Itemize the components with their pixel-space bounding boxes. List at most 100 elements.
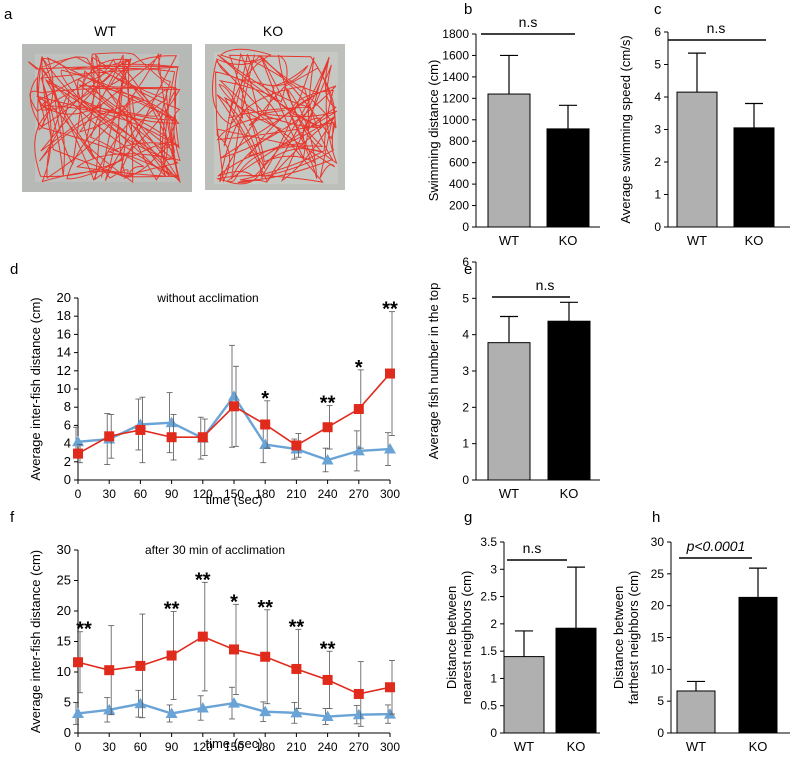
y-tick-label: 14	[57, 345, 71, 360]
y-tick-label: 2.5	[480, 590, 497, 604]
y-tick-label: 1800	[442, 27, 469, 41]
x-tick-label: 270	[349, 487, 369, 501]
point-ko	[353, 688, 364, 699]
y-tick-label: 4	[462, 328, 469, 342]
x-tick-label: 0	[75, 740, 82, 754]
bar-ko	[733, 127, 775, 228]
x-tick-label: WT	[686, 739, 706, 754]
y-tick-label: 20	[651, 599, 665, 613]
x-tick-label: 270	[349, 740, 369, 754]
panel-letter-a: a	[4, 6, 13, 23]
x-tick-label: 240	[318, 487, 338, 501]
y-tick-label: 0.5	[480, 699, 497, 713]
x-tick-label: 180	[255, 740, 275, 754]
point-ko	[197, 631, 208, 642]
y-tick-label: 3	[462, 364, 469, 378]
point-wt	[290, 706, 303, 718]
x-tick-label: 210	[286, 487, 306, 501]
bar-wt	[487, 342, 531, 481]
panel-letter-c: c	[654, 1, 662, 18]
y-axis-label: Average inter-fish distance (cm)	[28, 550, 43, 733]
point-ko	[322, 422, 333, 433]
y-axis-label: Swimming distance (cm)	[426, 60, 441, 202]
y-tick-label: 0	[64, 725, 71, 740]
y-axis-label: Distance between	[611, 586, 626, 689]
point-ko	[229, 644, 239, 655]
point-wt	[134, 697, 147, 709]
panel-letter-b: b	[464, 1, 472, 18]
chart-f: f after 30 min of acclimation Average inte…	[10, 509, 400, 754]
point-wt	[196, 701, 209, 713]
point-ko	[135, 424, 146, 435]
point-wt	[352, 444, 365, 456]
y-tick-label: 5	[654, 58, 661, 72]
significance-label: n.s	[519, 14, 538, 30]
point-ko	[291, 663, 302, 674]
swim-trace	[28, 52, 181, 184]
x-tick-label: KO	[745, 233, 764, 248]
y-tick-label: 25	[651, 567, 665, 581]
y-tick-label: 30	[57, 542, 71, 557]
y-tick-label: 20	[57, 290, 71, 305]
y-tick-label: 16	[57, 326, 71, 341]
y-tick-label: 1	[462, 437, 469, 451]
y-tick-label: 800	[449, 134, 469, 148]
y-axis-label: Average fish number in the top	[426, 283, 441, 460]
chart-h: h Distance between farthest neighbors (cm)…	[611, 509, 790, 754]
significance-annotation: *	[355, 357, 363, 379]
point-ko	[197, 432, 208, 443]
bar-wt	[487, 93, 531, 228]
significance-annotation: **	[195, 569, 211, 591]
point-ko	[73, 448, 83, 459]
y-tick-label: 0	[657, 726, 664, 740]
point-wt	[352, 708, 365, 720]
point-ko	[260, 419, 271, 430]
point-ko	[229, 401, 239, 412]
bar-ko	[738, 596, 778, 734]
y-tick-label: 4	[654, 90, 661, 104]
x-tick-label: 120	[193, 740, 213, 754]
y-tick-label: 5	[64, 695, 71, 710]
y-tick-label: 15	[57, 634, 71, 649]
significance-annotation: **	[257, 597, 273, 619]
chart-c: c Average swimming speed (cm/s) 0 1 2 3 4 5 6 WT K…	[618, 1, 790, 248]
x-tick-label: KO	[567, 739, 586, 754]
point-wt	[228, 697, 240, 708]
point-ko	[322, 674, 333, 685]
y-tick-label: 1	[654, 188, 661, 202]
point-ko	[104, 431, 115, 442]
y-tick-label: 2	[490, 617, 497, 631]
y-tick-label: 10	[57, 381, 71, 396]
y-tick-label: 10	[57, 664, 71, 679]
y-tick-label: 2	[654, 155, 661, 169]
significance-annotation: **	[320, 392, 336, 414]
point-wt	[72, 707, 84, 718]
point-ko	[353, 404, 364, 415]
y-tick-label: 0	[490, 726, 497, 740]
y-tick-label: 6	[654, 25, 661, 39]
significance-annotation: **	[164, 599, 180, 621]
x-tick-label: 0	[75, 487, 82, 501]
significance-annotation: **	[289, 616, 305, 638]
y-tick-label: 5	[462, 291, 469, 305]
y-tick-label: 15	[651, 631, 665, 645]
significance-annotation: *	[261, 388, 269, 410]
x-tick-label: 30	[103, 740, 117, 754]
point-wt	[103, 703, 116, 715]
panel-letter-e: e	[464, 261, 472, 278]
significance-label: n.s	[536, 277, 555, 293]
significance-annotation: **	[76, 619, 92, 641]
x-tick-label: 30	[103, 487, 117, 501]
x-tick-label: 150	[224, 487, 244, 501]
point-ko	[260, 651, 271, 662]
y-tick-label: 25	[57, 573, 71, 588]
y-tick-label: 1600	[442, 48, 469, 62]
point-wt	[321, 453, 334, 465]
significance-label: n.s	[523, 540, 542, 556]
y-tick-label: 30	[651, 535, 665, 549]
point-ko	[385, 682, 395, 693]
significance-label: p<0.0001	[686, 538, 746, 554]
point-ko	[73, 657, 83, 668]
y-tick-label: 2	[462, 400, 469, 414]
